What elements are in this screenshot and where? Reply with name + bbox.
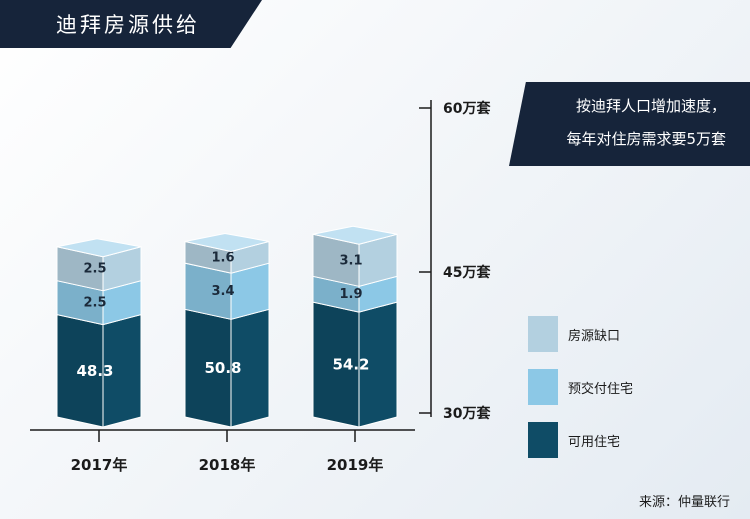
x-axis-category-label: 2017年 [71, 456, 128, 474]
legend-label-presale: 预交付住宅 [568, 382, 634, 397]
bar-value-label: 2.5 [83, 262, 106, 277]
legend-swatch-gap [528, 316, 558, 352]
callout-line-2: 每年对住房需求要5万套 [566, 130, 726, 148]
legend-label-gap: 房源缺口 [568, 329, 621, 344]
bar-top-cap [312, 225, 398, 245]
x-axis-category-label: 2019年 [327, 456, 384, 474]
y-axis-tick-label: 45万套 [443, 264, 490, 281]
y-axis-tick-label: 60万套 [443, 100, 490, 117]
x-axis-category-label: 2018年 [199, 456, 256, 474]
callout-line-1: 按迪拜人口增加速度， [575, 97, 726, 115]
bar-value-label: 48.3 [76, 362, 113, 380]
y-axis-tick-label: 30万套 [443, 405, 490, 422]
bar-value-label: 3.4 [211, 284, 234, 299]
bar-value-label: 50.8 [204, 359, 241, 377]
page-title: 迪拜房源供给 [56, 13, 200, 37]
bar-value-label: 1.9 [339, 287, 362, 302]
bar-value-label: 2.5 [83, 296, 106, 311]
source-note: 来源：仲量联行 [638, 495, 730, 510]
bar-value-label: 3.1 [339, 253, 362, 268]
legend-swatch-presale [528, 369, 558, 405]
legend-swatch-usable [528, 422, 558, 458]
bar-top-cap [56, 238, 142, 258]
bar-top-cap [184, 232, 270, 252]
legend-label-usable: 可用住宅 [568, 435, 621, 450]
bar-value-label: 54.2 [332, 356, 369, 374]
bar-value-label: 1.6 [211, 250, 234, 265]
title-banner: 迪拜房源供给 [0, 0, 262, 48]
callout-box: 按迪拜人口增加速度， 每年对住房需求要5万套 [509, 82, 750, 166]
